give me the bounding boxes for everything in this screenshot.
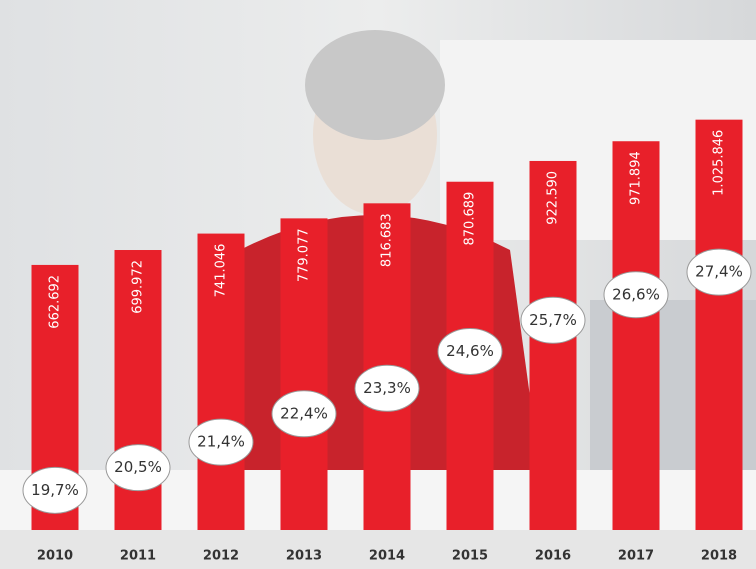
share-label: 23,3%	[363, 379, 411, 397]
bar-value-label: 662.692	[48, 275, 63, 329]
bar-value-label: 870.689	[463, 192, 478, 246]
x-tick-label: 2018	[701, 549, 737, 564]
share-label: 22,4%	[280, 404, 328, 422]
share-label: 25,7%	[529, 311, 577, 329]
share-label: 26,6%	[612, 285, 660, 303]
bar-value-label: 922.590	[546, 171, 561, 225]
bar-value-label: 816.683	[380, 213, 395, 267]
bar-value-label: 699.972	[131, 260, 146, 314]
bar-value-label: 1.025.846	[712, 130, 727, 196]
x-tick-label: 2011	[120, 549, 156, 564]
bar-value-label: 779.077	[297, 228, 312, 282]
x-tick-label: 2016	[535, 549, 571, 564]
bar-value-label: 971.894	[629, 151, 644, 205]
share-label: 27,4%	[695, 263, 743, 281]
x-tick-label: 2012	[203, 549, 239, 564]
x-tick-label: 2015	[452, 549, 488, 564]
share-label: 20,5%	[114, 458, 162, 476]
photo-hair	[305, 30, 445, 140]
share-label: 21,4%	[197, 433, 245, 451]
share-label: 19,7%	[31, 481, 79, 499]
x-tick-label: 2014	[369, 549, 405, 564]
share-label: 24,6%	[446, 342, 494, 360]
bar-value-label: 741.046	[214, 244, 229, 298]
chart: 2010 662.692 19,7% 2011 699.972 20,5% 2012 741.…	[0, 0, 756, 569]
x-tick-label: 2017	[618, 549, 654, 564]
x-tick-label: 2013	[286, 549, 322, 564]
x-tick-label: 2010	[37, 549, 73, 564]
